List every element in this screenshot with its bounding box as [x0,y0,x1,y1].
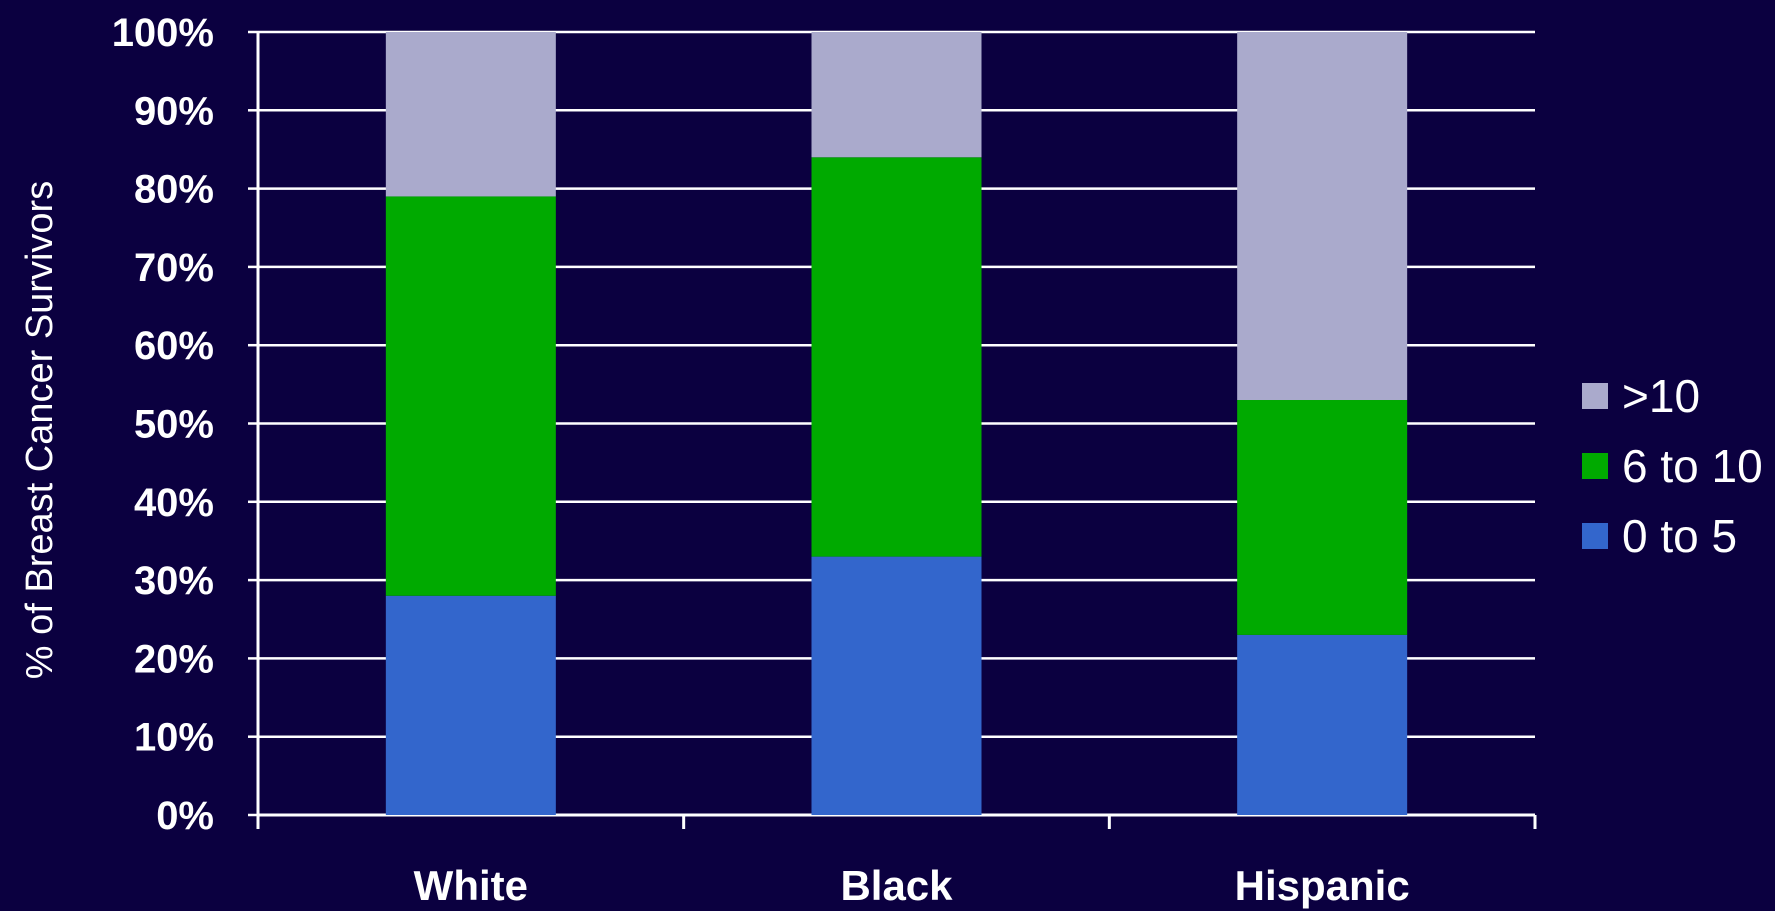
bar-segment [1237,634,1408,815]
bar-segment [811,32,982,158]
bars [385,32,1408,815]
y-tick-label: 20% [134,637,214,681]
y-tick-label: 50% [134,403,214,447]
bar-segment [811,157,982,557]
y-tick-label: 90% [134,89,214,133]
legend: >10 6 to 10 0 to 5 [1582,370,1763,562]
bar-segment [385,595,556,815]
y-tick-label: 80% [134,168,214,212]
y-tick-label: 30% [134,559,214,603]
y-tick-label: 10% [134,716,214,760]
legend-label: >10 [1622,370,1700,422]
y-tick-label: 60% [134,324,214,368]
y-tick-label: 0% [156,794,214,838]
legend-swatch [1582,523,1608,549]
x-category-label: White [414,862,528,909]
y-tick-label: 70% [134,246,214,290]
bar-segment [811,556,982,815]
legend-label: 6 to 10 [1622,440,1763,492]
bar-segment [1237,32,1408,401]
y-tick-labels: 0% 10% 20% 30% 40% 50% 60% 70% 80% 90% 100% [112,11,214,838]
legend-label: 0 to 5 [1622,510,1737,562]
y-tick-label: 100% [112,11,214,55]
legend-swatch [1582,383,1608,409]
x-category-label: Hispanic [1235,862,1410,909]
bar-segment [385,196,556,596]
y-tick-label: 40% [134,481,214,525]
y-axis-title: % of Breast Cancer Survivors [19,181,61,679]
legend-swatch [1582,453,1608,479]
x-category-label: Black [840,862,953,909]
x-category-labels: White Black Hispanic [414,862,1410,909]
bar-segment [1237,400,1408,635]
bar-segment [385,32,556,197]
